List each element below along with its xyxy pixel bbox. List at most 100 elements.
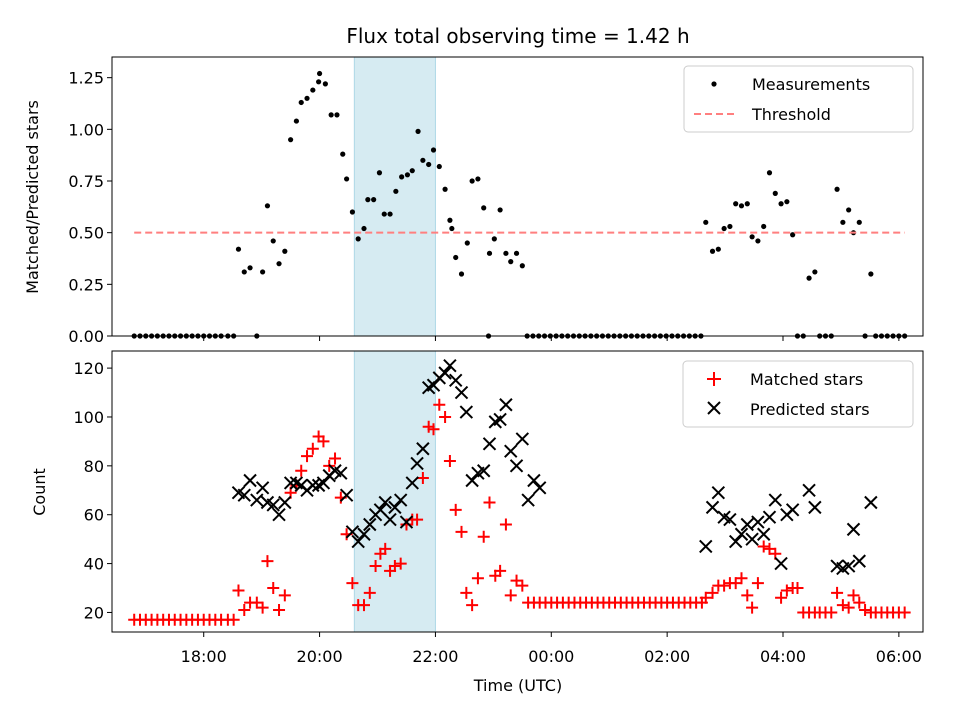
bottom-legend-box bbox=[682, 360, 914, 428]
measurement-point bbox=[491, 236, 497, 242]
predicted-star-point bbox=[438, 366, 452, 380]
predicted-star-point bbox=[250, 493, 264, 507]
measurement-point bbox=[727, 223, 733, 230]
matched-star-point bbox=[746, 601, 759, 614]
measurement-point bbox=[247, 265, 253, 271]
predicted-star-point bbox=[864, 495, 878, 510]
measurement-point bbox=[316, 70, 323, 77]
predicted-star-point bbox=[852, 554, 866, 568]
matched-star-point bbox=[831, 586, 844, 599]
measurement-point bbox=[812, 269, 818, 275]
predicted-star-point bbox=[465, 473, 479, 488]
measurement-point bbox=[387, 211, 393, 217]
bottom-plot-marks bbox=[128, 358, 911, 626]
measurement-point bbox=[761, 223, 767, 230]
predicted-star-point bbox=[734, 527, 749, 541]
measurement-point bbox=[846, 207, 852, 213]
x-tick-label: 18:00 bbox=[181, 647, 227, 666]
measurement-point bbox=[241, 269, 247, 275]
y-tick-label: 0.00 bbox=[68, 327, 104, 346]
matched-star-point bbox=[836, 599, 849, 612]
top-legend-box bbox=[683, 65, 914, 133]
matched-star-point bbox=[295, 464, 308, 477]
predicted-star-point bbox=[808, 500, 822, 515]
measurement-point bbox=[834, 186, 840, 192]
measurement-point bbox=[486, 250, 493, 256]
top-y-axis-label: Matched/Predicted stars bbox=[23, 100, 42, 294]
measurement-point bbox=[475, 176, 481, 182]
y-tick-label: 1.25 bbox=[68, 69, 104, 88]
top-x-ticks bbox=[203, 336, 900, 341]
legend-measurements-label: Measurements bbox=[752, 75, 870, 94]
predicted-star-point bbox=[316, 476, 331, 490]
top-shaded-region bbox=[353, 57, 436, 336]
measurement-point bbox=[344, 176, 350, 182]
predicted-star-point bbox=[334, 466, 348, 480]
predicted-star-point bbox=[351, 534, 365, 549]
matched-star-point bbox=[227, 613, 240, 626]
measurement-point bbox=[371, 197, 377, 203]
measurement-point bbox=[355, 236, 361, 242]
predicted-star-point bbox=[477, 464, 491, 478]
measurement-point bbox=[322, 81, 328, 87]
predicted-star-point bbox=[785, 503, 800, 517]
legend-matched-marker bbox=[707, 372, 721, 386]
measurement-point bbox=[721, 225, 727, 232]
x-tick-label: 02:00 bbox=[644, 647, 690, 666]
measurement-point bbox=[733, 201, 739, 207]
matched-star-point bbox=[477, 530, 490, 543]
measurement-point bbox=[276, 261, 282, 267]
predicted-star-point bbox=[243, 473, 257, 488]
matched-star-point bbox=[859, 604, 872, 617]
measurement-point bbox=[790, 232, 796, 238]
predicted-star-point bbox=[345, 525, 360, 539]
measurement-point bbox=[513, 250, 520, 256]
bottom-shaded-region bbox=[353, 351, 436, 632]
matched-star-point bbox=[898, 606, 911, 619]
measurement-point bbox=[503, 250, 509, 256]
measurement-point bbox=[340, 151, 346, 157]
predicted-star-point bbox=[846, 522, 861, 537]
matched-star-point bbox=[483, 496, 496, 509]
y-tick-label: 0.75 bbox=[68, 172, 104, 191]
predicted-star-point bbox=[283, 476, 298, 490]
matched-star-point bbox=[499, 518, 512, 531]
matched-star-point bbox=[411, 513, 424, 526]
measurement-point bbox=[304, 95, 310, 101]
matched-star-point bbox=[718, 579, 731, 592]
matched-star-point bbox=[847, 589, 860, 602]
measurement-point bbox=[508, 259, 514, 265]
legend-predicted-label: Predicted stars bbox=[750, 400, 870, 419]
measurement-point bbox=[449, 225, 455, 232]
matched-star-point bbox=[516, 579, 529, 592]
measurement-point bbox=[519, 263, 525, 269]
matched-star-point bbox=[357, 599, 370, 612]
y-tick-label: 0.50 bbox=[68, 224, 104, 243]
matched-star-point bbox=[273, 604, 286, 617]
measurement-point bbox=[447, 217, 453, 223]
predicted-star-point bbox=[459, 405, 474, 419]
predicted-star-point bbox=[515, 432, 530, 446]
measurement-point bbox=[856, 219, 862, 225]
matched-star-point bbox=[346, 577, 359, 590]
measurement-point bbox=[469, 178, 475, 184]
measurement-point bbox=[453, 254, 459, 261]
predicted-star-point bbox=[357, 527, 371, 541]
predicted-star-point bbox=[363, 517, 377, 532]
matched-star-point bbox=[256, 601, 269, 614]
measurement-point bbox=[442, 186, 448, 192]
matched-star-point bbox=[735, 572, 748, 585]
x-tick-label: 06:00 bbox=[876, 647, 922, 666]
matched-star-point bbox=[791, 582, 804, 595]
measurement-point bbox=[376, 170, 383, 176]
matched-star-point bbox=[842, 601, 855, 614]
y-tick-label: 20 bbox=[84, 603, 104, 622]
top-legend: Measurements Threshold bbox=[683, 65, 914, 133]
measurement-point bbox=[430, 147, 437, 153]
legend-matched-label: Matched stars bbox=[750, 370, 863, 389]
measurement-point bbox=[420, 157, 426, 163]
y-tick-label: 40 bbox=[84, 555, 104, 574]
measurement-point bbox=[415, 128, 421, 134]
predicted-star-point bbox=[383, 512, 397, 527]
